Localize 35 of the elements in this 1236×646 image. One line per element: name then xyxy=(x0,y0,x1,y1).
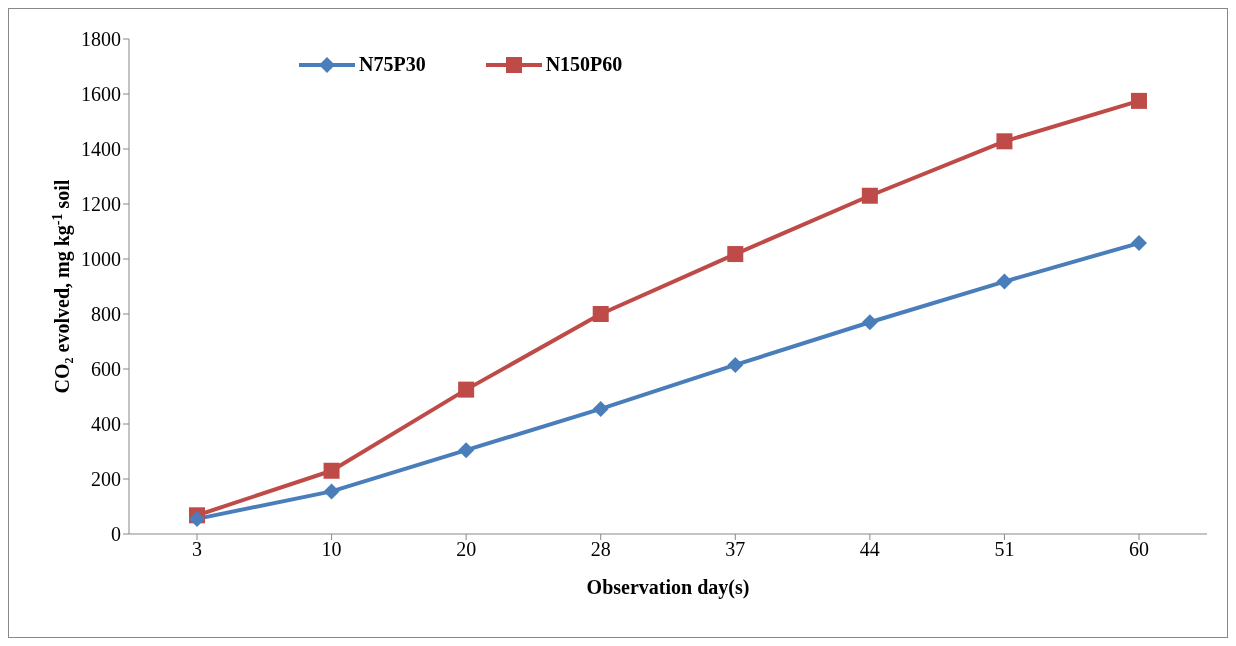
point xyxy=(1131,235,1147,252)
y-tick-label: 0 xyxy=(111,523,121,546)
x-tick-label: 51 xyxy=(994,538,1015,561)
point xyxy=(727,246,744,263)
y-tick-label: 400 xyxy=(91,413,121,436)
x-tick-label: 60 xyxy=(1129,538,1149,561)
point xyxy=(592,306,609,322)
point xyxy=(592,400,609,417)
y-tick-label: 800 xyxy=(91,303,121,326)
point xyxy=(861,187,878,204)
x-axis-title: Observation day(s) xyxy=(586,576,750,599)
point xyxy=(996,133,1013,150)
legend-label: N150P60 xyxy=(545,53,623,76)
x-tick-label: 20 xyxy=(456,538,477,561)
point xyxy=(458,442,475,459)
x-tick-label: 44 xyxy=(859,538,880,561)
point xyxy=(727,356,744,373)
point xyxy=(323,483,340,500)
y-tick-label: 200 xyxy=(91,468,121,491)
y-tick-label: 1200 xyxy=(81,193,121,216)
y-tick-label: 600 xyxy=(91,358,121,381)
y-tick-label: 1000 xyxy=(81,248,121,271)
x-tick-label: 3 xyxy=(192,538,202,561)
point xyxy=(1131,92,1147,109)
point xyxy=(323,462,340,479)
point xyxy=(996,273,1013,290)
y-tick-label: 1800 xyxy=(81,28,121,51)
x-tick-label: 10 xyxy=(321,538,342,561)
point xyxy=(458,381,475,398)
x-tick-label: 28 xyxy=(590,538,611,561)
y-tick-label: 1600 xyxy=(81,83,121,106)
point xyxy=(861,314,878,331)
x-tick-label: 37 xyxy=(725,538,746,561)
legend-label: N75P30 xyxy=(359,53,426,76)
y-tick-label: 1400 xyxy=(81,138,121,161)
